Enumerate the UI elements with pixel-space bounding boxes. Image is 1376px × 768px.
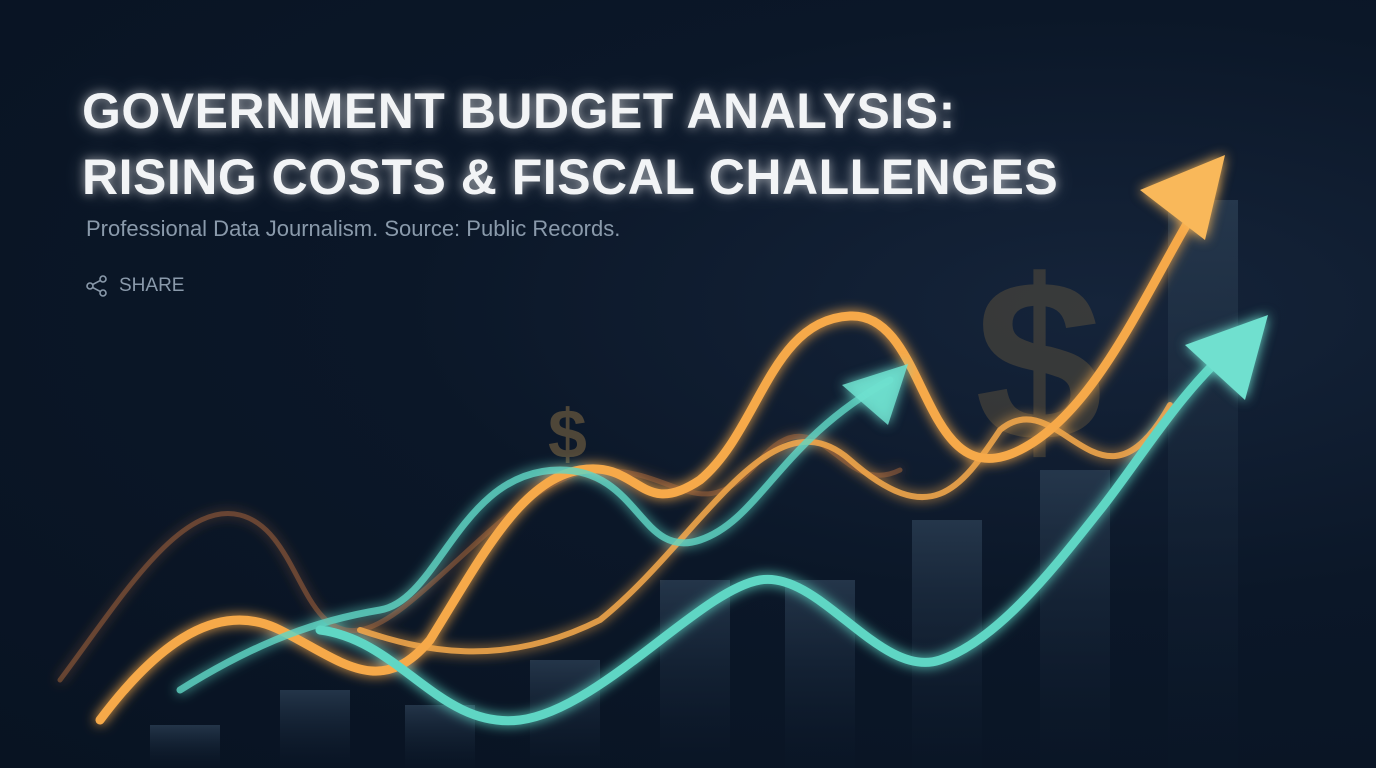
share-label: SHARE — [119, 275, 185, 296]
orange-curve — [95, 180, 1215, 725]
background-bars — [150, 200, 1238, 768]
teal-arrow-head-icon — [1185, 315, 1268, 400]
share-button[interactable]: SHARE — [85, 274, 184, 298]
svg-text:$: $ — [548, 395, 587, 473]
teal-curve-2 — [315, 335, 1245, 726]
title-line-2: RISING COSTS & FISCAL CHALLENGES — [82, 149, 1059, 205]
subtitle: Professional Data Journalism. Source: Pu… — [86, 216, 621, 241]
page-title: GOVERNMENT BUDGET ANALYSIS: RISING COSTS… — [82, 78, 1058, 210]
orange-curve-2 — [357, 402, 1173, 655]
faint-orange-curve — [57, 433, 903, 683]
orange-arrow-head-icon — [1140, 155, 1225, 240]
svg-text:$: $ — [975, 232, 1103, 489]
share-icon — [86, 275, 107, 297]
title-line-1: GOVERNMENT BUDGET ANALYSIS: — [82, 83, 956, 139]
teal-arrow-head-small-icon — [842, 364, 908, 425]
teal-curve — [176, 376, 894, 694]
